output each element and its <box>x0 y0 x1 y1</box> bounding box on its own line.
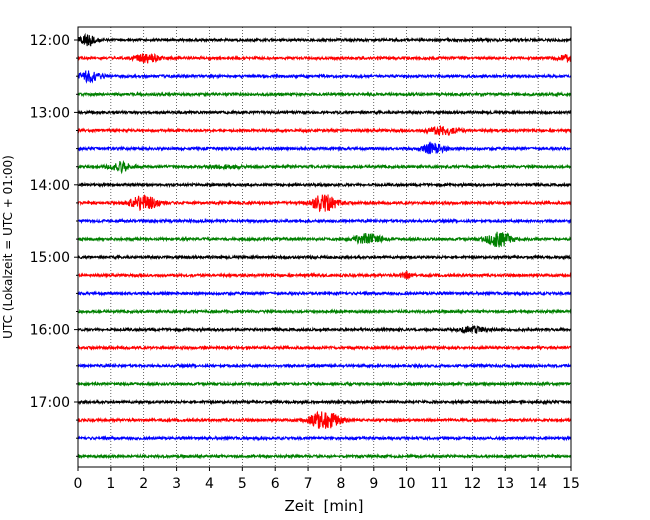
x-tick-label: 15 <box>562 476 580 492</box>
x-tick-label: 7 <box>304 476 313 492</box>
x-tick-label: 12 <box>463 476 481 492</box>
trace-line <box>77 308 572 315</box>
x-tick-label: 6 <box>271 476 280 492</box>
y-tick-label: 15:00 <box>30 250 70 266</box>
trace-line <box>77 344 572 352</box>
y-tick-label: 17:00 <box>30 395 70 411</box>
x-tick-label: 9 <box>369 476 378 492</box>
x-axis-label: Zeit [min] <box>284 497 363 515</box>
x-tick-label: 13 <box>496 476 514 492</box>
trace-line <box>77 270 572 281</box>
trace-line <box>77 53 572 64</box>
trace-line <box>77 452 572 460</box>
x-tick-label: 8 <box>336 476 345 492</box>
trace-line <box>77 109 572 116</box>
y-tick-label: 12:00 <box>30 33 70 49</box>
y-tick-label: 14:00 <box>30 178 70 194</box>
x-tick-label: 5 <box>238 476 247 492</box>
trace-line <box>77 181 572 189</box>
x-axis-ticks: 0 1 2 3 4 5 6 7 8 9 10 11 12 13 14 15 <box>74 467 580 492</box>
trace-line <box>77 380 572 388</box>
x-tick-label: 11 <box>431 476 449 492</box>
grid-lines <box>110 27 539 467</box>
trace-line <box>77 434 572 442</box>
trace-line <box>77 398 572 406</box>
x-tick-label: 14 <box>529 476 547 492</box>
y-axis-label: UTC (Lokalzeit = UTC + 01:00) <box>1 155 15 339</box>
trace-line <box>77 160 572 175</box>
x-tick-label: 10 <box>398 476 416 492</box>
trace-line <box>77 70 572 84</box>
plot-frame <box>77 26 572 468</box>
trace-line <box>77 90 572 98</box>
trace-line <box>77 231 572 248</box>
y-tick-label: 13:00 <box>30 105 70 121</box>
x-tick-label: 0 <box>74 476 83 492</box>
x-tick-label: 1 <box>106 476 115 492</box>
seismic-traces <box>77 32 572 460</box>
trace-line <box>77 410 572 429</box>
x-tick-label: 3 <box>172 476 181 492</box>
trace-line <box>77 32 572 47</box>
y-tick-label: 16:00 <box>30 323 70 339</box>
trace-line <box>77 217 572 225</box>
trace-line <box>77 362 572 370</box>
y-axis-ticks: 12:00 13:00 14:00 15:00 16:00 17:00 <box>30 33 78 457</box>
trace-line <box>77 141 572 155</box>
x-tick-label: 4 <box>205 476 214 492</box>
trace-line <box>77 324 572 335</box>
trace-line <box>77 290 572 297</box>
x-tick-label: 2 <box>139 476 148 492</box>
trace-line <box>77 125 572 136</box>
trace-line <box>77 193 572 213</box>
trace-line <box>77 253 572 261</box>
